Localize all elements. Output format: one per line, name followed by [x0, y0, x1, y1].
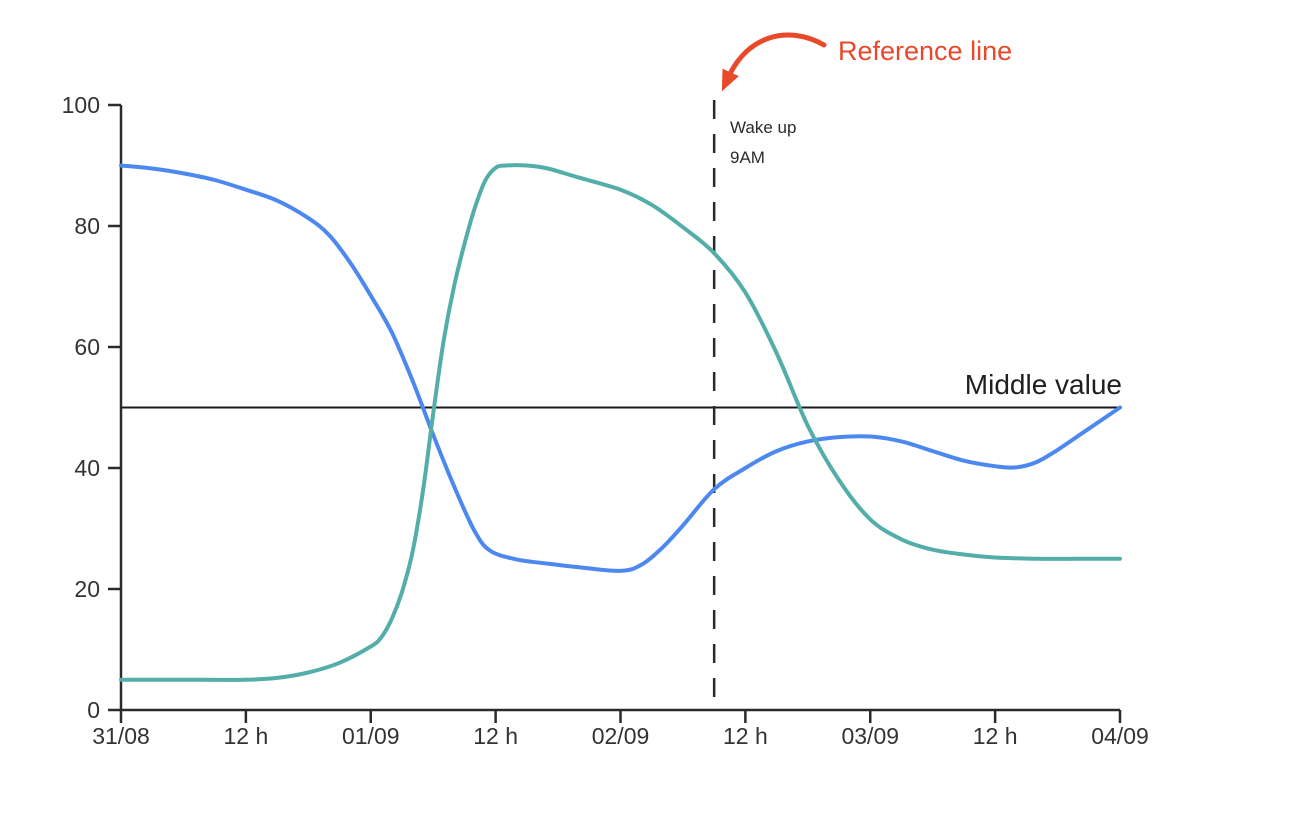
x-tick-label: 12 h: [973, 723, 1018, 749]
callout-arrow-icon: [721, 32, 827, 92]
y-tick-label: 20: [74, 576, 100, 602]
wake-up-label: Wake up: [730, 118, 796, 137]
blue-line: [119, 163, 1122, 573]
reference-line-callout-label: Reference line: [838, 36, 1012, 66]
middle-value-label: Middle value: [965, 369, 1122, 400]
x-tick-label: 12 h: [223, 723, 268, 749]
y-tick-label: 60: [74, 334, 100, 360]
x-tick-label: 31/08: [92, 723, 150, 749]
x-tick-label: 03/09: [841, 723, 899, 749]
y-tick-label: 0: [87, 697, 100, 723]
x-tick-label: 12 h: [473, 723, 518, 749]
teal-line: [119, 163, 1122, 682]
x-tick-label: 12 h: [723, 723, 768, 749]
y-tick-label: 100: [62, 92, 100, 118]
wake-up-time-label: 9AM: [730, 148, 765, 167]
x-tick-label: 02/09: [592, 723, 650, 749]
x-tick-label: 04/09: [1091, 723, 1149, 749]
y-tick-label: 40: [74, 455, 100, 481]
y-tick-label: 80: [74, 213, 100, 239]
x-tick-label: 01/09: [342, 723, 400, 749]
plot-area: 0 20 40 60 80 100 31/08 12 h 01/09 12 h 02/09 12 h 0…: [62, 92, 1149, 749]
